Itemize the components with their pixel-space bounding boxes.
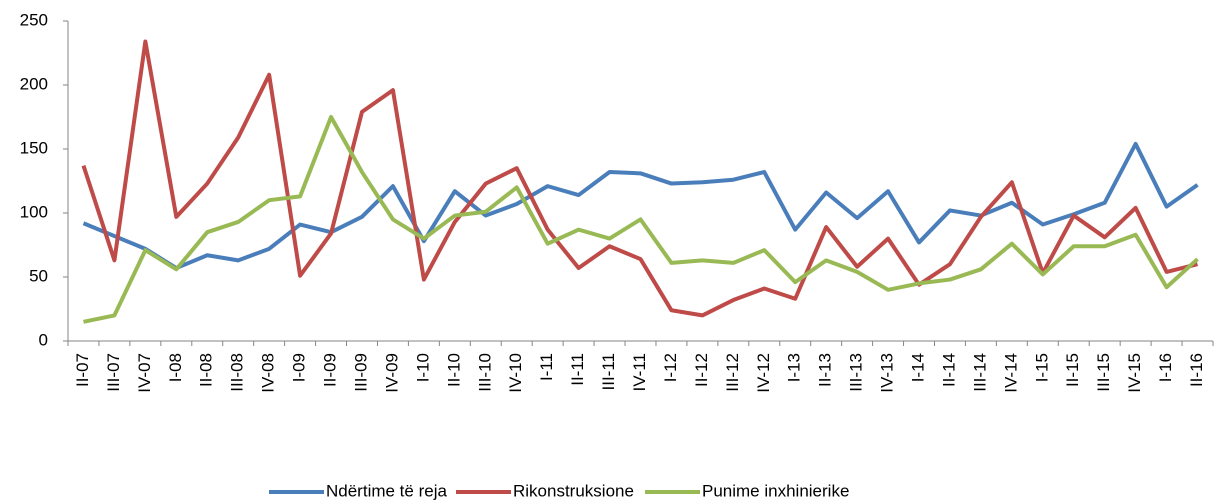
x-tick-label: I-15 [1032,353,1051,382]
x-tick-label: III-08 [228,353,247,392]
x-tick-label: II-14 [939,353,958,387]
x-tick-label: IV-10 [506,353,525,393]
x-tick-label: III-13 [847,353,866,392]
x-tick-label: III-10 [475,353,494,392]
legend-label: Ndërtime të reja [326,481,447,500]
y-tick-label: 100 [20,202,48,221]
y-tick-label: 200 [20,74,48,93]
x-tick-label: I-09 [290,353,309,382]
x-tick-label: I-11 [537,353,556,381]
x-tick-label: II-07 [73,353,92,387]
y-tick-label: 250 [20,10,48,29]
x-tick-label: III-11 [599,353,618,390]
x-tick-label: III-12 [723,353,742,392]
legend-label: Rikonstruksione [513,481,634,500]
y-tick-label: 150 [20,138,48,157]
x-tick-label: IV-12 [754,353,773,393]
x-tick-label: IV-08 [259,353,278,393]
y-tick-label: 0 [39,330,48,349]
x-tick-label: II-10 [444,353,463,387]
x-tick-label: II-11 [568,353,587,386]
line-series [82,141,1199,271]
x-tick-label: III-07 [104,353,123,392]
x-tick-label: I-10 [413,353,432,382]
x-tick-label: I-08 [166,353,185,382]
x-tick-label: II-13 [816,353,835,387]
x-tick-label: II-15 [1063,353,1082,387]
x-tick-label: II-12 [692,353,711,387]
x-tick-label: I-13 [785,353,804,382]
x-tick-label: I-16 [1156,353,1175,382]
x-tick-label: IV-09 [382,353,401,393]
x-tick-label: IV-14 [1001,353,1020,393]
x-tick-label: IV-15 [1125,353,1144,393]
x-tick-label: IV-13 [878,353,897,393]
legend-label: Punime inxhinierike [702,481,849,500]
x-tick-label: I-14 [908,353,927,382]
x-tick-label: II-08 [197,353,216,387]
x-tick-label: I-12 [661,353,680,382]
x-tick-label: III-09 [351,353,370,392]
x-tick-label: II-09 [321,353,340,387]
line-series [83,115,1199,324]
x-tick-label: III-15 [1094,353,1113,392]
x-tick-label: II-16 [1187,353,1206,387]
line-series [81,39,1199,318]
x-tick-label: IV-11 [630,353,649,391]
x-tick-label: IV-07 [135,353,154,393]
y-tick-label: 50 [29,266,48,285]
x-tick-label: III-14 [970,353,989,392]
